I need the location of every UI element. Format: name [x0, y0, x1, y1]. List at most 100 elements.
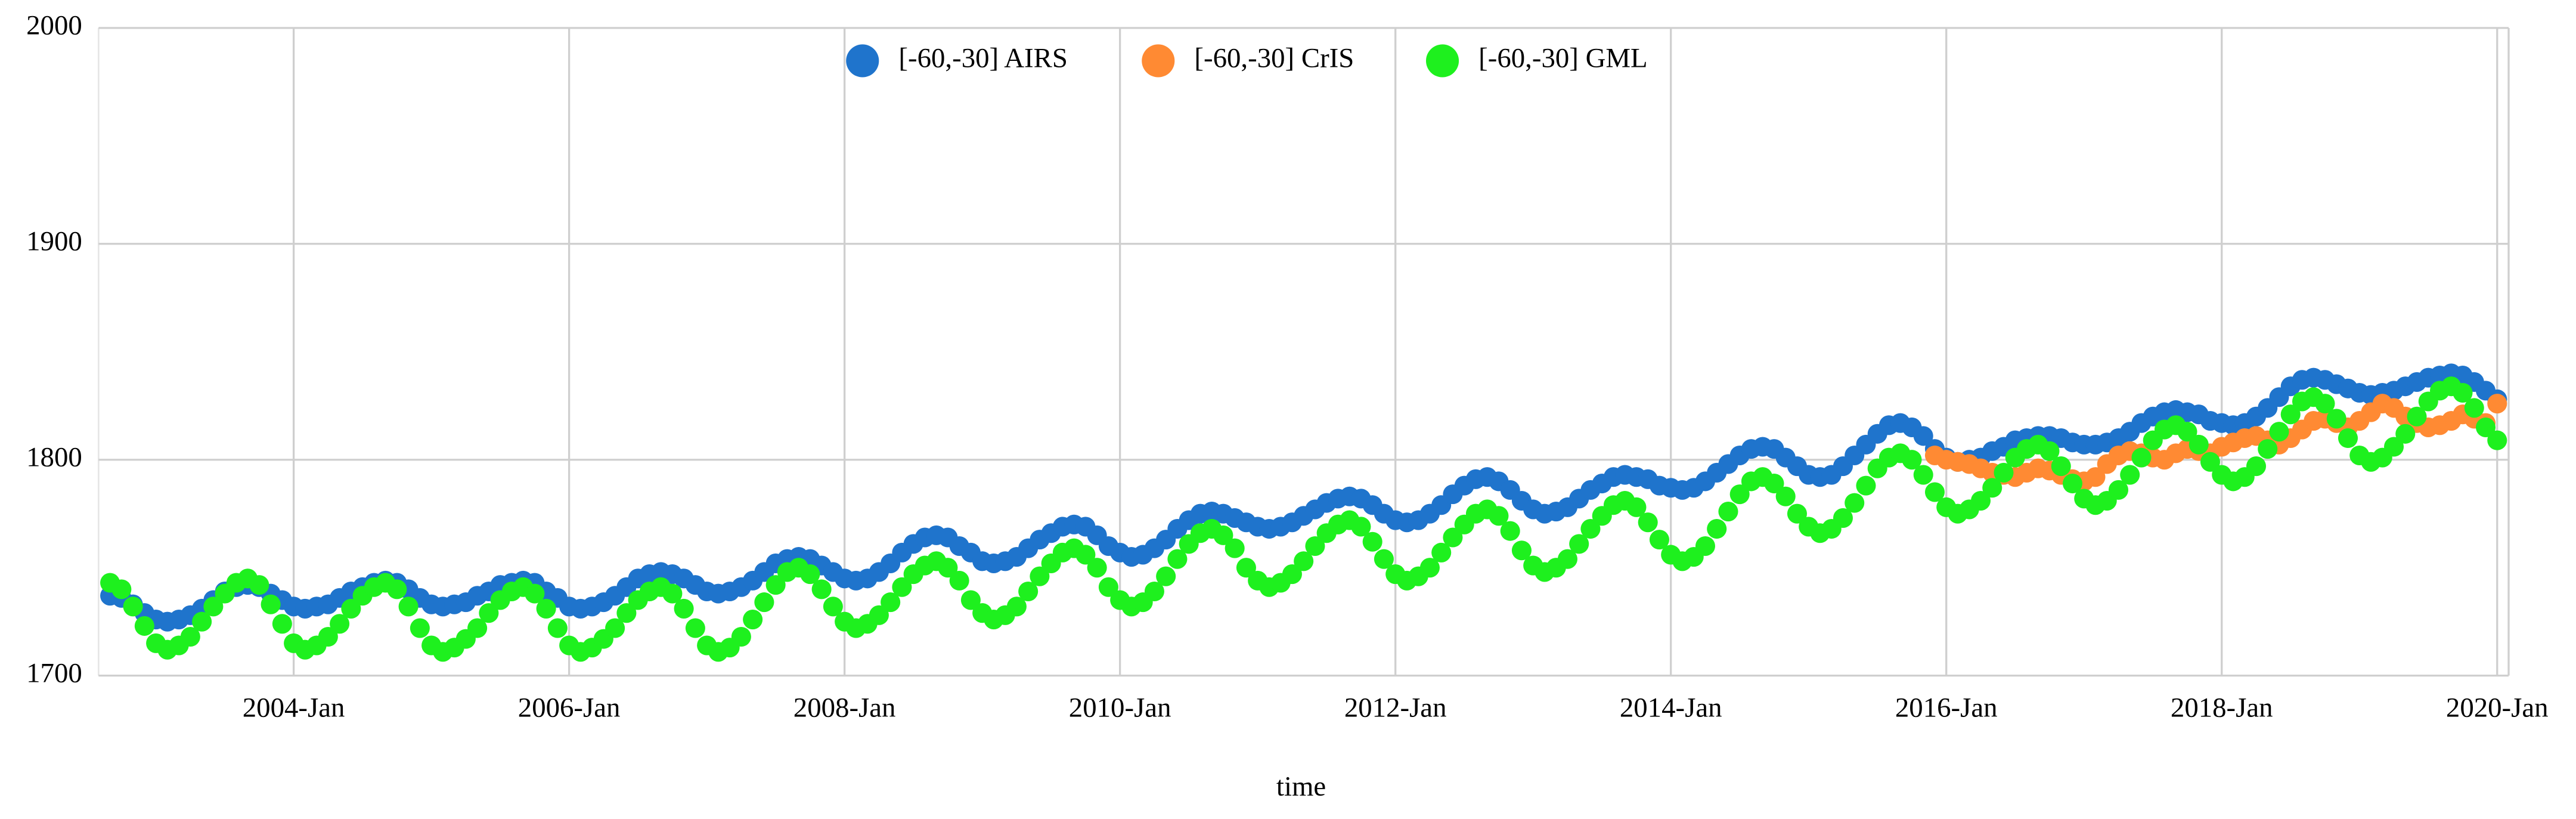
data-point — [2062, 473, 2083, 494]
x-tick-label: 2008-Jan — [793, 692, 896, 723]
x-tick-label: 2020-Jan — [2446, 692, 2549, 723]
data-point — [1787, 503, 1807, 524]
data-point — [800, 564, 820, 585]
data-point — [410, 618, 430, 638]
data-point — [1775, 486, 1796, 506]
data-point — [1924, 482, 1945, 502]
data-point — [1764, 473, 1784, 494]
data-point — [1374, 549, 1394, 569]
data-point — [1282, 564, 1302, 585]
data-point — [869, 605, 889, 625]
data-point — [1913, 426, 1933, 446]
data-point — [261, 594, 281, 614]
data-point — [2177, 422, 2197, 442]
data-point — [2453, 382, 2473, 403]
data-point — [536, 598, 556, 619]
data-point — [2039, 441, 2060, 461]
data-point — [2200, 452, 2221, 472]
data-point — [1362, 531, 1382, 552]
data-point — [754, 592, 774, 613]
x-tick-label: 2006-Jan — [518, 692, 621, 723]
data-point — [1156, 566, 1176, 586]
data-point — [1626, 497, 1647, 517]
data-point — [2487, 394, 2507, 414]
data-point — [180, 626, 200, 647]
data-point — [616, 603, 637, 623]
data-point — [1006, 597, 1027, 617]
data-point — [341, 598, 361, 619]
data-point — [743, 610, 763, 630]
data-point — [1075, 545, 1096, 565]
data-point — [1225, 538, 1245, 558]
legend-label: [-60,-30] AIRS — [898, 43, 1068, 74]
data-point — [525, 583, 545, 604]
data-point — [1305, 536, 1325, 557]
y-tick-label: 1800 — [26, 441, 82, 472]
data-point — [2326, 409, 2346, 429]
data-point — [1707, 519, 1727, 539]
data-point — [938, 558, 958, 578]
y-tick-label: 2000 — [26, 10, 82, 41]
data-point — [731, 626, 751, 647]
data-point — [1970, 490, 1991, 511]
data-point — [1144, 581, 1164, 602]
data-point — [2085, 467, 2106, 487]
y-tick-label: 1900 — [26, 226, 82, 257]
data-point — [1213, 525, 1233, 545]
x-tick-label: 2010-Jan — [1069, 692, 1171, 723]
data-point — [2188, 434, 2209, 455]
data-point — [2280, 404, 2301, 425]
data-point — [1351, 517, 1371, 537]
data-point — [1913, 465, 1933, 485]
x-tick-label: 2004-Jan — [243, 692, 345, 723]
data-point — [605, 618, 625, 638]
data-point — [2464, 398, 2484, 418]
data-point — [249, 575, 269, 595]
legend-label: [-60,-30] GML — [1478, 43, 1648, 74]
data-point — [1443, 527, 1463, 548]
data-point — [1018, 581, 1039, 602]
data-point — [1294, 551, 1314, 571]
data-point — [662, 583, 683, 604]
data-point — [823, 597, 843, 617]
legend-label: [-60,-30] CrIS — [1194, 43, 1354, 74]
data-point — [685, 618, 705, 638]
data-point — [192, 611, 212, 632]
data-point — [2131, 447, 2152, 468]
data-point — [2383, 437, 2404, 457]
data-point — [2246, 456, 2267, 477]
x-tick-label: 2014-Jan — [1620, 692, 1722, 723]
legend-marker — [1425, 44, 1459, 78]
data-point — [134, 616, 154, 636]
data-point — [111, 579, 132, 599]
data-point — [2407, 406, 2427, 427]
data-point — [1638, 512, 1658, 533]
legend-marker — [1142, 44, 1175, 78]
data-point — [547, 618, 568, 638]
data-point — [123, 597, 143, 617]
data-point — [398, 597, 419, 617]
data-point — [1902, 450, 1922, 470]
data-point — [960, 590, 981, 610]
data-point — [2051, 456, 2071, 477]
data-point — [1580, 519, 1601, 539]
layer — [97, 27, 2510, 677]
layer — [100, 363, 2507, 662]
data-point — [1833, 508, 1853, 528]
data-point — [1994, 462, 2014, 483]
data-point — [272, 614, 292, 634]
data-point — [1695, 536, 1715, 557]
data-point — [1087, 558, 1107, 578]
data-point — [2315, 394, 2335, 414]
data-point — [1729, 484, 1750, 505]
x-tick-label: 2018-Jan — [2171, 692, 2273, 723]
data-point — [318, 626, 338, 647]
data-point — [330, 614, 350, 634]
data-point — [467, 618, 488, 638]
data-point — [1167, 549, 1188, 569]
data-point — [1500, 521, 1520, 541]
data-point — [2395, 424, 2416, 444]
data-point — [1236, 558, 1256, 578]
x-tick-label: 2016-Jan — [1895, 692, 1998, 723]
